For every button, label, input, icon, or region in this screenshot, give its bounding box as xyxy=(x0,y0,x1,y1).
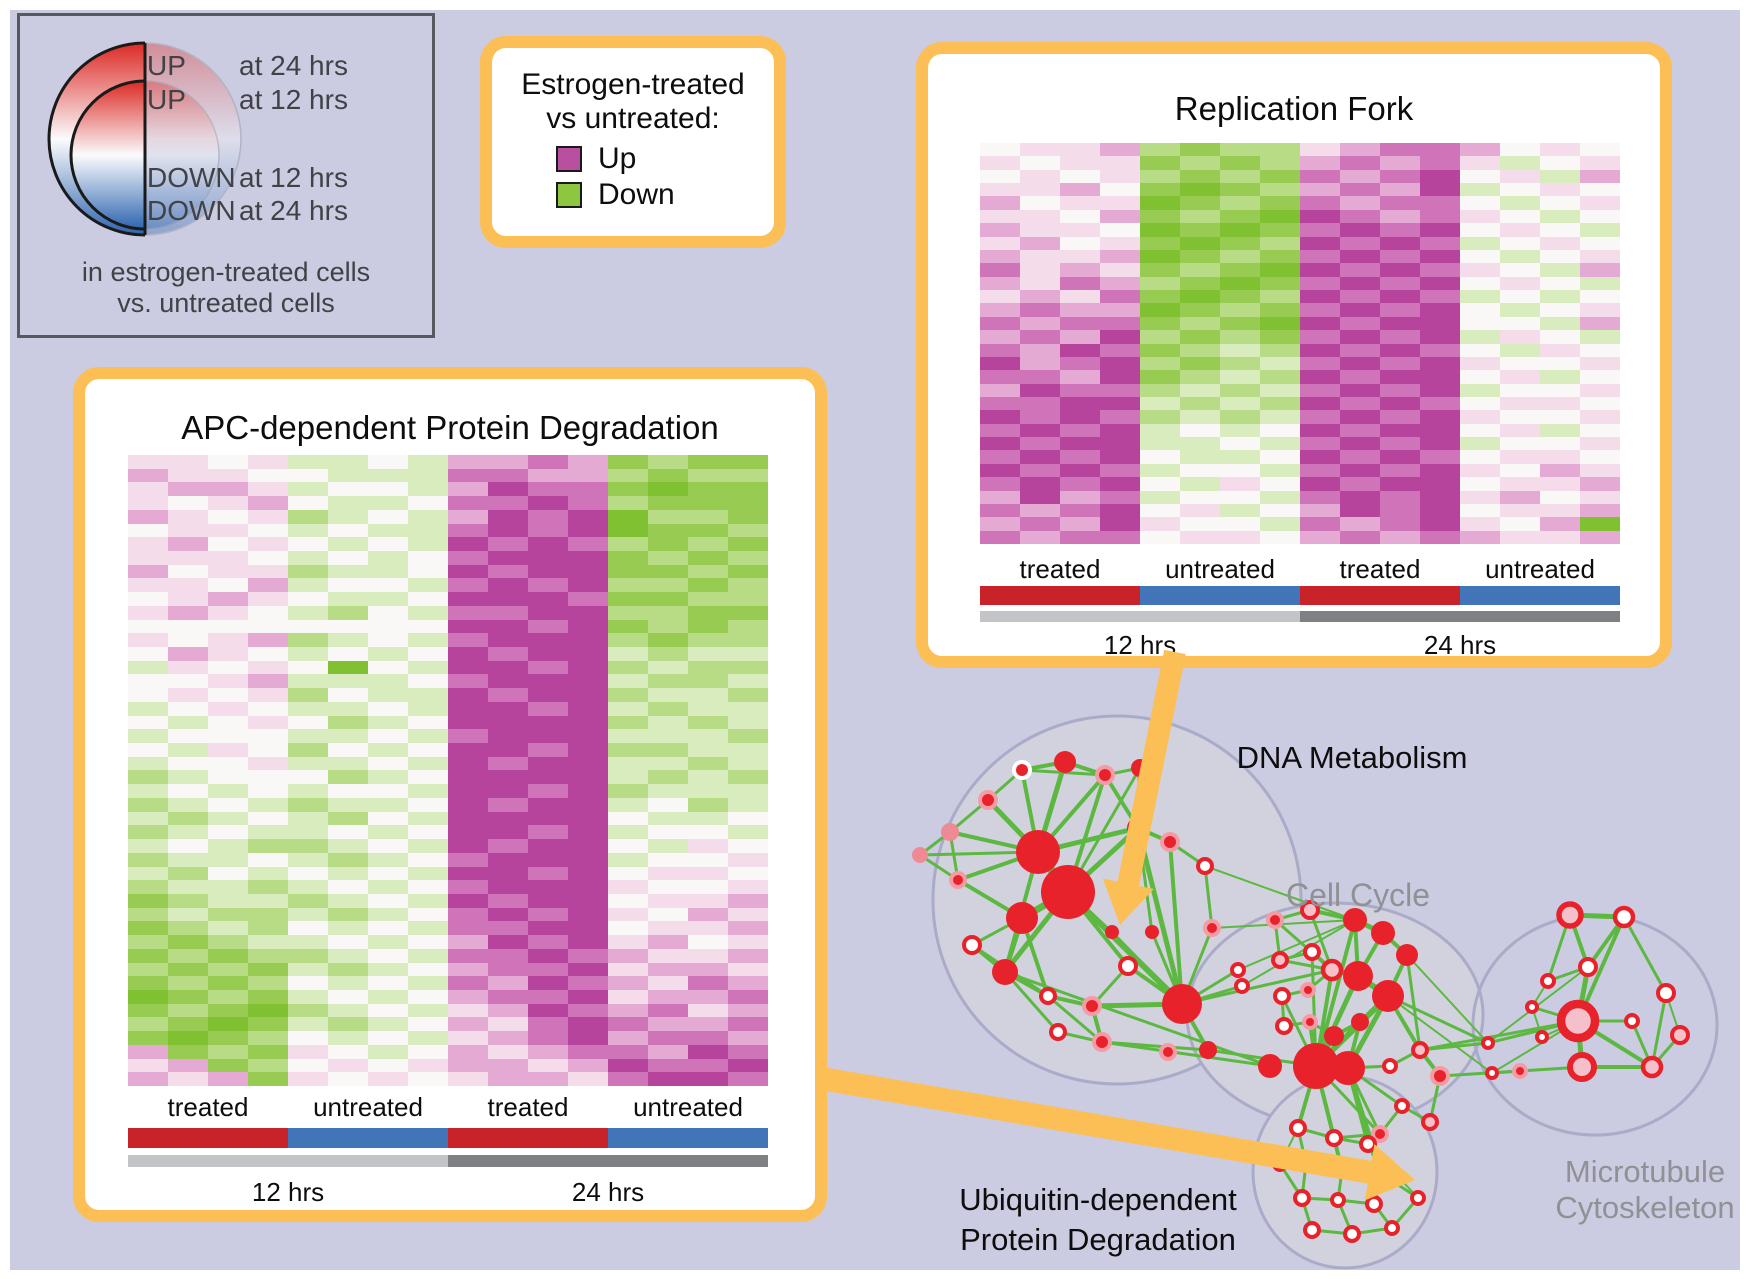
apc-time-labels: 12 hrs 24 hrs xyxy=(128,1179,768,1205)
time-segment xyxy=(448,1155,768,1167)
rf-panel-title: Replication Fork xyxy=(1174,90,1414,127)
legend-row-up-24: UP at 24 hrs xyxy=(147,50,348,81)
condition-segment xyxy=(1300,586,1460,605)
group-label: treated xyxy=(487,1092,569,1122)
condition-segment xyxy=(448,1128,608,1148)
rf-group-labels: treated untreated treated untreated xyxy=(980,556,1620,582)
apc-panel: APC-dependent Protein Degradation treate… xyxy=(73,367,827,1222)
time-label: 12 hrs xyxy=(251,1177,325,1207)
time-label: 24 hrs xyxy=(1423,630,1497,660)
legend-footer-line1: in estrogen-treated cells xyxy=(81,257,371,287)
down-label: Down xyxy=(598,178,675,211)
rf-time-labels: 12 hrs 24 hrs xyxy=(980,632,1620,658)
time-segment xyxy=(128,1155,448,1167)
group-label: untreated xyxy=(1485,554,1595,584)
time-label: 12 hrs xyxy=(1103,630,1177,660)
legend-row-up-12: UP at 12 hrs xyxy=(147,84,348,115)
time-segment xyxy=(980,611,1300,622)
group-label: untreated xyxy=(633,1092,743,1122)
group-label: treated xyxy=(1339,554,1421,584)
apc-panel-title: APC-dependent Protein Degradation xyxy=(181,409,719,446)
condition-segment xyxy=(128,1128,288,1148)
updown-ring-legend-box: UP at 24 hrs UP at 12 hrs DOWN at 12 hrs DO… xyxy=(17,13,435,338)
condition-segment xyxy=(288,1128,448,1148)
apc-time-bar xyxy=(128,1155,768,1167)
estrogen-legend-title-line2: vs untreated: xyxy=(546,102,720,135)
apc-group-labels: treated untreated treated untreated xyxy=(128,1094,768,1120)
rf-time-bar xyxy=(980,611,1620,622)
legend-row-down-12: DOWN at 12 hrs xyxy=(147,162,348,193)
legend-item-down: Down xyxy=(556,180,675,210)
condition-segment xyxy=(1460,586,1620,605)
group-label: treated xyxy=(167,1092,249,1122)
apc-heatmap xyxy=(128,455,768,1086)
group-label: treated xyxy=(1019,554,1101,584)
condition-segment xyxy=(608,1128,768,1148)
condition-segment xyxy=(980,586,1140,605)
down-color-swatch xyxy=(556,182,582,208)
apc-condition-bar xyxy=(128,1128,768,1148)
time-label: 24 hrs xyxy=(571,1177,645,1207)
gradient-ring-icon xyxy=(47,41,242,237)
group-label: untreated xyxy=(1165,554,1275,584)
rf-heatmap xyxy=(980,143,1620,544)
legend-footer-line2: vs. untreated cells xyxy=(117,288,335,318)
time-segment xyxy=(1300,611,1620,622)
condition-segment xyxy=(1140,586,1300,605)
up-color-swatch xyxy=(556,146,582,172)
legend-row-down-24: DOWN at 24 hrs xyxy=(147,195,348,226)
replication-fork-panel: Replication Fork treated untreated treated… xyxy=(916,42,1672,668)
group-label: untreated xyxy=(313,1092,423,1122)
estrogen-legend-box: Estrogen-treated vs untreated: Up Down xyxy=(480,36,786,248)
legend-item-up: Up xyxy=(556,144,636,174)
estrogen-legend-title-line1: Estrogen-treated xyxy=(521,68,745,101)
up-label: Up xyxy=(598,142,637,175)
rf-condition-bar xyxy=(980,586,1620,605)
